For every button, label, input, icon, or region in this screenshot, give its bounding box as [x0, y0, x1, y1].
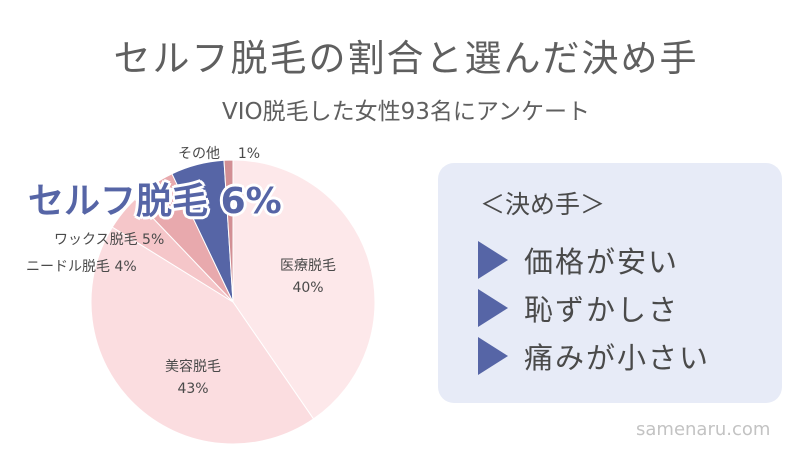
slice-label-biyou-name: 美容脱毛	[165, 359, 221, 375]
slice-label-needle: ニードル脱毛 4%	[26, 256, 137, 276]
reason-text: 恥ずかしさ	[524, 293, 680, 327]
pie-slice-1	[90, 226, 315, 445]
slice-label-iryou-name: 医療脱毛	[280, 258, 336, 274]
slice-label-self-name: セルフ脱毛	[28, 181, 209, 222]
triangle-right-icon	[478, 337, 508, 375]
reason-text: 痛みが小さい	[524, 341, 711, 375]
slice-label-needle-pct: 4%	[114, 259, 137, 275]
slice-label-biyou-pct: 43%	[177, 381, 209, 397]
slice-label-iryou-pct: 40%	[292, 280, 324, 296]
reasons-title: ＜決め手＞	[480, 190, 606, 219]
slice-label-other-pct: 1%	[237, 146, 261, 162]
slice-label-wax-pct: 5%	[142, 232, 165, 248]
slice-label-self-pct: 6%	[220, 181, 282, 222]
slice-label-wax-name: ワックス脱毛	[54, 232, 138, 248]
reason-item: 恥ずかしさ	[478, 288, 679, 328]
slice-label-self: セルフ脱毛 6%	[28, 172, 282, 224]
slice-label-wax: ワックス脱毛 5%	[54, 229, 164, 249]
page-title: セルフ脱毛の割合と選んだ決め手	[113, 37, 699, 80]
slice-label-biyou: 美容脱毛 43%	[145, 356, 241, 400]
watermark: samenaru.com	[636, 419, 771, 440]
slice-label-other-name: その他	[178, 146, 220, 162]
slice-label-iryou: 医療脱毛 40%	[260, 255, 356, 299]
pie-slice-5	[223, 159, 234, 303]
triangle-right-icon	[478, 289, 508, 327]
slice-label-needle-name: ニードル脱毛	[26, 259, 110, 275]
slice-label-other: その他 1%	[178, 143, 260, 163]
page-subtitle: VIO脱毛した女性93名にアンケート	[222, 99, 590, 125]
triangle-right-icon	[478, 241, 508, 279]
reason-text: 価格が安い	[524, 245, 680, 279]
reason-item: 痛みが小さい	[478, 336, 710, 376]
pie-slice-0	[232, 159, 376, 420]
reasons-panel: ＜決め手＞ 価格が安い 恥ずかしさ 痛みが小さい	[438, 163, 782, 403]
reason-item: 価格が安い	[478, 240, 679, 280]
